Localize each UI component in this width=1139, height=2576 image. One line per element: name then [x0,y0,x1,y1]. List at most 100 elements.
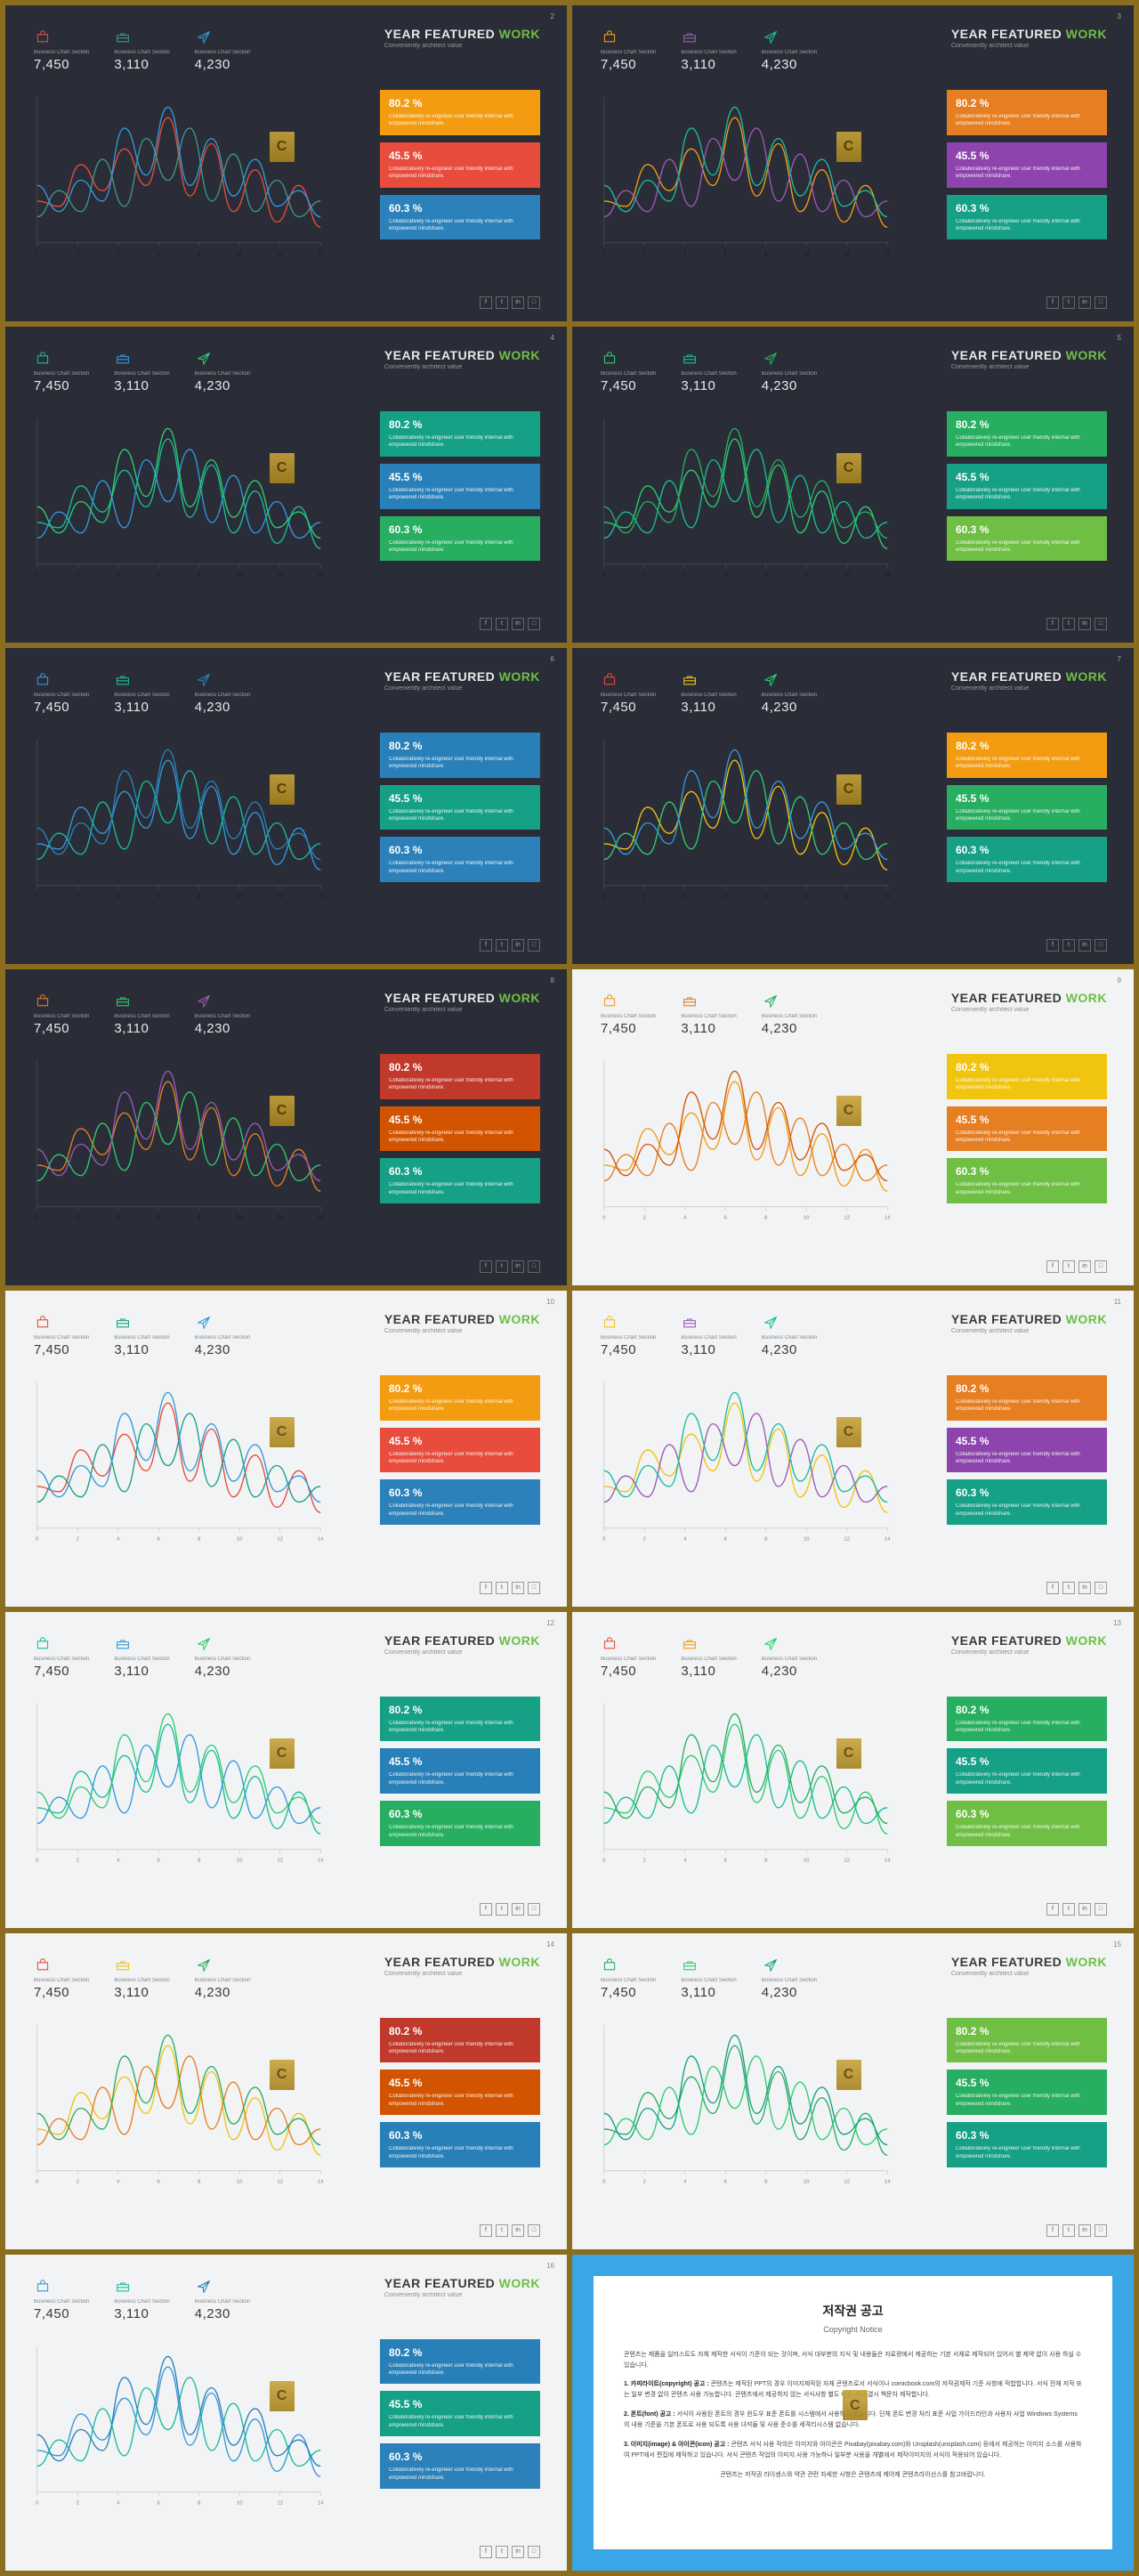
social-icon[interactable]: f [480,2546,492,2558]
social-icon[interactable]: t [496,296,508,309]
social-icon[interactable]: in [1078,1903,1091,1916]
stat-value: 3,110 [114,1985,149,2000]
social-icon[interactable]: □ [1095,1903,1107,1916]
social-icon[interactable]: in [512,939,524,952]
kpi-card: 60.3 % Collaboratively re-engineer user … [947,516,1107,562]
social-icon[interactable]: t [496,1260,508,1273]
slide: 6 YEAR FEATURED WORK Conveniently archit… [5,648,567,964]
social-icon[interactable]: f [480,1582,492,1594]
stats-row: Business Chart Section 7,450 Business Ch… [34,1316,250,1357]
social-icon[interactable]: □ [1095,1582,1107,1594]
line-chart: 02468101214 [32,2018,326,2191]
social-icon[interactable]: □ [528,618,540,630]
social-icon[interactable]: in [512,1903,524,1916]
copyright-heading: 저작권 공고 [624,2301,1082,2322]
kpi-list: 80.2 % Collaboratively re-engineer user … [947,90,1107,239]
title-sub: Conveniently architect value [951,685,1107,692]
svg-text:10: 10 [237,2500,242,2506]
social-icon[interactable]: in [512,296,524,309]
social-icon[interactable]: in [512,1260,524,1273]
stat-label: Business Chart Section [195,1657,250,1662]
social-icon[interactable]: □ [1095,939,1107,952]
slide: 14 YEAR FEATURED WORK Conveniently archi… [5,1933,567,2249]
social-icon[interactable]: t [1062,939,1075,952]
social-icon[interactable]: f [480,1903,492,1916]
svg-text:8: 8 [198,894,200,899]
title-sub: Conveniently architect value [384,364,540,370]
social-icon[interactable]: f [480,618,492,630]
social-icon[interactable]: t [496,2546,508,2558]
title-accent: WORK [499,669,540,684]
social-icon[interactable]: □ [528,1582,540,1594]
social-icon[interactable]: □ [1095,618,1107,630]
social-icon[interactable]: f [480,939,492,952]
kpi-card: 80.2 % Collaboratively re-engineer user … [380,2018,540,2063]
social-icon[interactable]: f [1046,1582,1059,1594]
svg-text:6: 6 [724,1536,727,1542]
social-icon[interactable]: t [1062,1582,1075,1594]
social-icon[interactable]: in [1078,939,1091,952]
social-icon[interactable]: □ [528,1260,540,1273]
social-icon[interactable]: in [512,2224,524,2237]
social-icon[interactable]: f [1046,2224,1059,2237]
social-icon[interactable]: f [1046,1260,1059,1273]
svg-text:4: 4 [117,1858,120,1863]
social-icon[interactable]: t [496,939,508,952]
stat-block: Business Chart Section 7,450 [601,1958,656,2000]
social-icon[interactable]: f [1046,618,1059,630]
social-icon[interactable]: □ [1095,2224,1107,2237]
social-icon[interactable]: in [512,618,524,630]
social-icon[interactable]: □ [528,2546,540,2558]
social-icon[interactable]: t [496,1582,508,1594]
svg-text:8: 8 [198,2179,200,2184]
svg-text:10: 10 [237,2179,242,2184]
kpi-card: 45.5 % Collaboratively re-engineer user … [380,1428,540,1473]
social-icon[interactable]: in [512,1582,524,1594]
stat-value: 4,230 [195,1985,230,2000]
social-icon[interactable]: f [480,1260,492,1273]
stat-label: Business Chart Section [195,1014,250,1019]
social-icon[interactable]: □ [1095,1260,1107,1273]
kpi-percent: 80.2 % [956,97,1098,109]
social-icon[interactable]: t [1062,296,1075,309]
svg-text:6: 6 [158,572,160,578]
social-icon[interactable]: t [496,618,508,630]
kpi-desc: Collaboratively re-engineer user friendl… [389,2145,531,2160]
kpi-percent: 80.2 % [389,2025,531,2037]
social-icon[interactable]: t [496,1903,508,1916]
stat-value: 3,110 [114,700,149,715]
social-icon[interactable]: in [1078,1582,1091,1594]
chart-series-c [604,749,887,859]
social-icon[interactable]: t [1062,618,1075,630]
social-icon[interactable]: in [1078,1260,1091,1273]
social-icon[interactable]: f [1046,296,1059,309]
social-icons: ftin □ [1046,296,1107,309]
kpi-card: 80.2 % Collaboratively re-engineer user … [380,2339,540,2385]
line-chart: 02468101214 [599,1697,893,1870]
social-icon[interactable]: t [1062,2224,1075,2237]
social-icon[interactable]: t [496,2224,508,2237]
social-icon[interactable]: in [1078,296,1091,309]
social-icon[interactable]: □ [1095,296,1107,309]
copyright-panel: 저작권 공고 Copyright Notice 콘텐츠는 제품을 일러스트도 자… [594,2276,1112,2549]
social-icon[interactable]: □ [528,939,540,952]
stat-block: Business Chart Section 7,450 [34,352,89,393]
social-icon[interactable]: in [1078,2224,1091,2237]
social-icon[interactable]: f [480,296,492,309]
stats-row: Business Chart Section 7,450 Business Ch… [34,1958,250,2000]
social-icon[interactable]: □ [528,296,540,309]
social-icon[interactable]: f [1046,939,1059,952]
social-icon[interactable]: t [1062,1260,1075,1273]
social-icon[interactable]: f [480,2224,492,2237]
social-icon[interactable]: f [1046,1903,1059,1916]
stat-icon [762,994,780,1009]
social-icon[interactable]: in [512,2546,524,2558]
kpi-desc: Collaboratively re-engineer user friendl… [389,1503,531,1518]
social-icon[interactable]: in [1078,618,1091,630]
social-icon[interactable]: t [1062,1903,1075,1916]
slide: 16 YEAR FEATURED WORK Conveniently archi… [5,2255,567,2571]
title-accent: WORK [1066,27,1107,41]
social-icon[interactable]: □ [528,2224,540,2237]
svg-text:8: 8 [764,572,767,578]
social-icon[interactable]: □ [528,1903,540,1916]
